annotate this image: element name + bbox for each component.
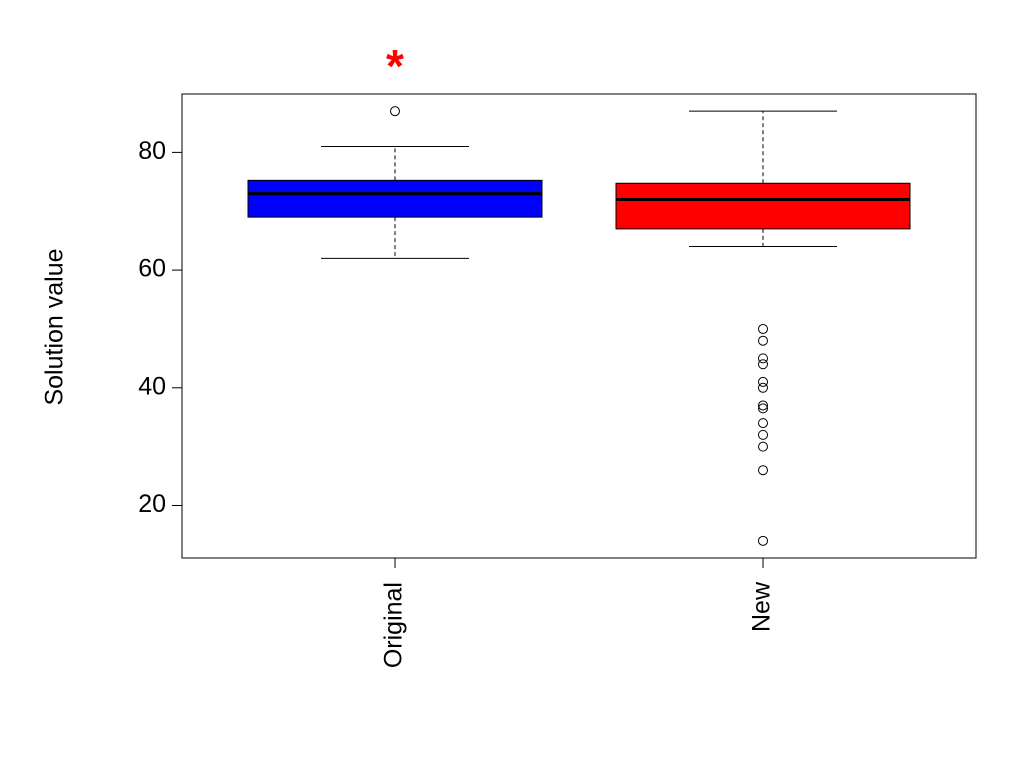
outlier [758,465,768,476]
x-tick-label: Original [380,582,408,668]
annotation: * [386,40,404,92]
outlier [758,535,768,546]
outlier [758,335,768,346]
outlier [758,400,768,411]
plot-frame [181,93,977,559]
box [615,182,911,230]
x-tick-label: New [748,581,776,632]
outlier [758,353,768,364]
outlier [758,376,768,387]
y-tick-label: 80 [138,137,166,165]
outlier [758,382,768,393]
outlier [758,418,768,429]
y-tick-label: 40 [138,372,166,400]
outlier [758,359,768,370]
outlier [390,106,400,117]
outlier [758,429,768,440]
box [247,179,543,218]
y-tick-label: 20 [138,490,166,518]
outlier [758,403,768,414]
y-tick-label: 60 [138,255,166,283]
outlier [758,441,768,452]
y-axis-label: Solution value [41,248,69,405]
outlier [758,323,768,334]
